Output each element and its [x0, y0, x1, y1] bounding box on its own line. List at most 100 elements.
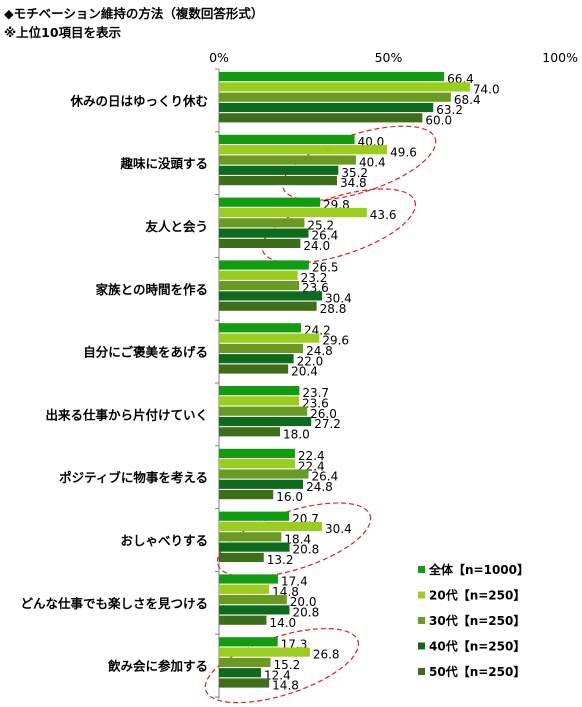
bar [219, 552, 264, 562]
bar [219, 678, 270, 688]
bar [219, 479, 304, 489]
value-label: 43.6 [370, 208, 397, 222]
value-label: 24.8 [306, 480, 333, 494]
bar [219, 134, 355, 144]
bar [219, 637, 278, 647]
value-label: 35.2 [341, 166, 368, 180]
value-label: 15.2 [274, 658, 301, 672]
bar [219, 542, 290, 552]
category-label: 飲み会に参加する [107, 659, 208, 674]
value-label: 14.8 [272, 679, 299, 693]
bar [219, 416, 312, 427]
value-label: 34.8 [340, 176, 367, 190]
value-label: 18.0 [283, 427, 310, 441]
value-label: 18.4 [284, 532, 311, 546]
bar [219, 396, 300, 406]
bar [219, 427, 281, 437]
legend-label: 30代【n=250】 [429, 613, 525, 628]
bar [219, 595, 287, 605]
bar [219, 176, 337, 186]
category-label: 友人と会う [144, 219, 208, 234]
bar [219, 301, 317, 311]
bar [219, 668, 262, 678]
value-label: 60.0 [425, 113, 452, 127]
value-label: 26.5 [312, 261, 339, 275]
bar [219, 145, 388, 155]
bar [219, 386, 300, 396]
value-label: 20.8 [293, 606, 320, 620]
chart-title: ◆モチベーション維持の方法（複数回答形式） [4, 6, 264, 21]
value-label: 23.6 [302, 397, 329, 411]
bar [219, 291, 323, 301]
value-label: 22.0 [297, 354, 324, 368]
bar [219, 511, 290, 521]
highlight-ellipse [204, 627, 360, 704]
bar [219, 82, 470, 92]
bar [219, 615, 267, 625]
bar [219, 584, 270, 594]
category-label: おしゃべりする [120, 533, 208, 548]
value-label: 23.7 [302, 386, 329, 400]
value-label: 26.4 [311, 470, 338, 484]
x-tick-label: 50% [375, 50, 403, 65]
bar [219, 354, 294, 364]
category-label: 趣味に没頭する [119, 156, 208, 171]
bar [219, 406, 308, 416]
bar [219, 155, 356, 165]
bar [219, 323, 302, 333]
bar [219, 532, 282, 542]
legend-swatch [418, 642, 425, 650]
value-label: 20.8 [293, 543, 320, 557]
legend-swatch [418, 591, 425, 599]
value-label: 13.2 [267, 553, 294, 567]
bar [219, 102, 434, 113]
bar [219, 207, 367, 218]
value-label: 25.2 [307, 218, 334, 232]
chart-subtitle: ※上位10項目を表示 [4, 25, 122, 40]
bar [219, 165, 339, 175]
legend-label: 40代【n=250】 [429, 639, 525, 654]
value-label: 12.4 [264, 668, 291, 682]
legend-label: 全体【n=1000】 [428, 562, 529, 577]
value-label: 49.6 [390, 145, 417, 159]
value-label: 29.6 [322, 334, 349, 348]
category-label: 出来る仕事から片付けていく [45, 407, 208, 422]
value-label: 40.4 [359, 156, 386, 170]
value-label: 26.4 [311, 229, 338, 243]
highlight-ellipse [281, 125, 437, 201]
bar [219, 197, 321, 207]
value-label: 20.0 [290, 595, 317, 609]
bar [219, 228, 309, 238]
bar [219, 238, 301, 248]
category-label: ポジティブに物事を考える [59, 470, 208, 485]
legend-label: 50代【n=250】 [429, 664, 525, 679]
value-label: 74.0 [473, 83, 500, 97]
value-label: 22.4 [298, 449, 325, 463]
value-label: 14.0 [269, 616, 296, 630]
bar [219, 574, 278, 584]
value-label: 16.0 [276, 490, 303, 504]
bar [219, 333, 320, 343]
value-label: 17.4 [281, 575, 308, 589]
bar [219, 92, 451, 102]
category-label: 家族との時間を作る [96, 282, 208, 297]
x-tick-label: 100% [542, 50, 578, 65]
legend-swatch [418, 566, 425, 573]
bar [219, 270, 298, 280]
bar [219, 281, 300, 291]
bar [219, 72, 445, 82]
highlight-ellipse [216, 502, 372, 578]
bar [219, 657, 271, 667]
value-label: 30.4 [325, 522, 352, 536]
highlight-ellipse [261, 188, 417, 264]
value-label: 20.4 [291, 365, 318, 379]
legend-swatch [418, 617, 425, 624]
value-label: 26.0 [310, 407, 337, 421]
value-label: 23.2 [301, 271, 328, 285]
bar [219, 459, 295, 469]
bar [219, 605, 290, 615]
bar [219, 647, 310, 657]
x-tick-label: 0% [209, 50, 229, 65]
bar [219, 218, 305, 228]
